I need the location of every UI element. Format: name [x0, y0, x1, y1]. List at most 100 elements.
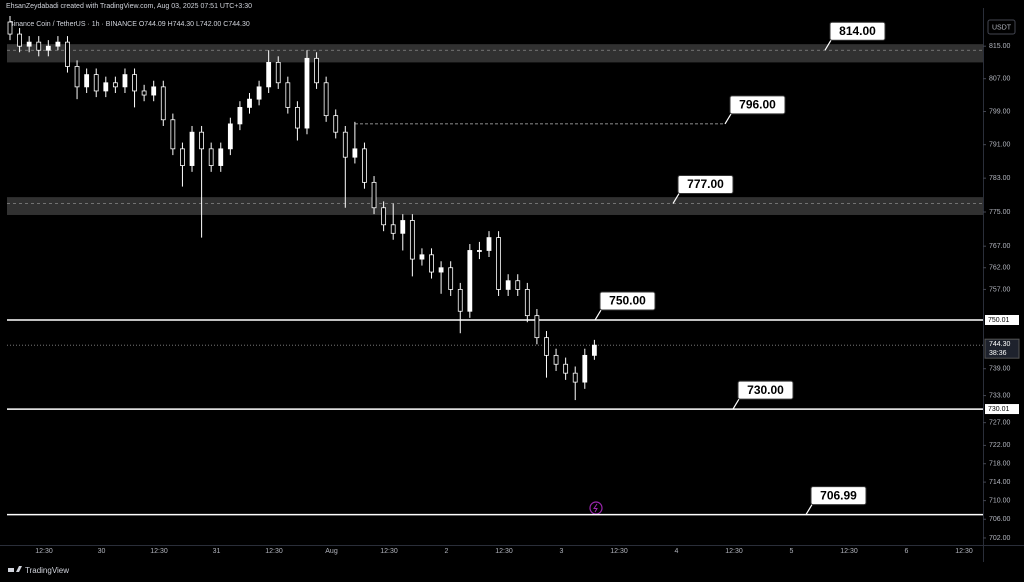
- candle-body: [438, 267, 444, 273]
- x-tick-label: 31: [213, 548, 221, 555]
- callout-box: [810, 486, 867, 506]
- callout-box: [729, 95, 786, 115]
- event-icon-bolt: [593, 503, 598, 513]
- y-tick-label: 807.00: [989, 76, 1011, 83]
- last-price-label: 744.30: [989, 341, 1011, 348]
- x-tick-label: 5: [790, 548, 794, 555]
- candle-body: [7, 21, 13, 35]
- y-tick-label: 783.00: [989, 175, 1011, 182]
- callout-label: 814.00: [839, 24, 876, 38]
- x-tick-label: 12:30: [265, 548, 283, 555]
- callout-label: 750.00: [609, 294, 646, 308]
- callout-label: 730.00: [747, 383, 784, 397]
- callout-label: 777.00: [687, 177, 724, 191]
- candle-body: [371, 181, 377, 209]
- candle-body: [323, 82, 329, 117]
- x-tick-label: 4: [675, 548, 679, 555]
- candle-body: [227, 123, 233, 150]
- x-tick-label: 3: [560, 548, 564, 555]
- candle-body: [496, 237, 501, 290]
- callout-label: 706.99: [820, 488, 857, 502]
- y-tick-label: 762.00: [989, 265, 1011, 272]
- callout-connector: [805, 504, 813, 515]
- candle-body: [582, 354, 588, 383]
- candle-body: [333, 115, 339, 133]
- y-tick-label: 702.00: [989, 535, 1011, 542]
- candle-body: [505, 280, 511, 290]
- x-tick-label: 30: [98, 548, 106, 555]
- candle-body: [314, 57, 319, 84]
- candle-body: [93, 74, 99, 92]
- candle-body: [160, 86, 166, 121]
- candle-body: [591, 344, 597, 356]
- header: EhsanZeydabadi created with TradingView.…: [6, 3, 252, 10]
- y-tick-label: 739.00: [989, 366, 1011, 373]
- candle-body: [342, 131, 348, 158]
- candle-body: [352, 148, 358, 158]
- y-tick-label: 706.00: [989, 516, 1011, 523]
- candle-body: [534, 315, 540, 339]
- y-tick-label: 722.00: [989, 442, 1011, 449]
- candle-body: [419, 254, 425, 260]
- price-marker-label: 750.01: [988, 317, 1010, 324]
- callout-connector: [672, 193, 680, 204]
- callout-box: [737, 380, 794, 400]
- price-marker: [985, 404, 1019, 415]
- candle-body: [170, 119, 176, 150]
- candle-body: [572, 372, 578, 383]
- candle-body: [36, 41, 42, 51]
- candle-body: [266, 61, 272, 88]
- candle-body: [294, 106, 300, 129]
- candle-body: [381, 207, 387, 226]
- candle-body: [390, 224, 396, 234]
- callout-connector: [594, 309, 602, 321]
- candle-body: [275, 61, 281, 84]
- candle-body: [199, 131, 205, 150]
- callout-box: [829, 21, 886, 41]
- currency: USDT: [992, 24, 1012, 31]
- candle-body: [103, 82, 109, 92]
- candle-body: [208, 148, 214, 166]
- callout-box: [599, 291, 656, 311]
- currency-button[interactable]: [987, 19, 1016, 35]
- candle-body: [189, 131, 195, 166]
- x-tick-label: 2: [445, 548, 449, 555]
- logo: [8, 566, 22, 572]
- candle-body: [457, 289, 463, 312]
- candle-body: [122, 74, 128, 88]
- candle-body: [26, 41, 32, 47]
- candle-body: [218, 148, 224, 166]
- candle-body: [477, 250, 482, 252]
- callout-connector: [732, 398, 740, 410]
- price-marker: [985, 314, 1019, 325]
- countdown-label: 38:36: [989, 350, 1007, 357]
- y-tick-label: 714.00: [989, 479, 1011, 486]
- y-tick-label: 757.00: [989, 286, 1011, 293]
- footer-brand: TradingView: [25, 566, 69, 575]
- y-tick-label: 815.00: [989, 43, 1011, 50]
- candle-body: [515, 280, 521, 290]
- y-tick-label: 733.00: [989, 392, 1011, 399]
- candle-body: [400, 220, 406, 234]
- candle-body: [65, 41, 70, 67]
- callout-label: 796.00: [739, 98, 776, 112]
- callout-connector: [724, 113, 732, 125]
- x-tick-label: 12:30: [380, 548, 398, 555]
- last-price-marker: [984, 338, 1020, 359]
- price-marker-label: 730.01: [988, 406, 1010, 413]
- candle-body: [553, 354, 559, 365]
- y-tick-label: 718.00: [989, 461, 1011, 468]
- x-tick-label: 12:30: [840, 548, 858, 555]
- candle-body: [544, 337, 549, 356]
- candle-body: [563, 363, 569, 374]
- candle-body: [247, 98, 252, 108]
- candle-body: [74, 66, 80, 88]
- candle-body: [524, 289, 530, 317]
- x-tick-label: 6: [905, 548, 909, 555]
- candle-body: [84, 74, 90, 88]
- candle-body: [429, 254, 434, 273]
- symbol-legend: Binance Coin / TetherUS · 1h · BINANCE O…: [9, 21, 250, 28]
- y-tick-label: 799.00: [989, 108, 1011, 115]
- zone: [7, 44, 983, 63]
